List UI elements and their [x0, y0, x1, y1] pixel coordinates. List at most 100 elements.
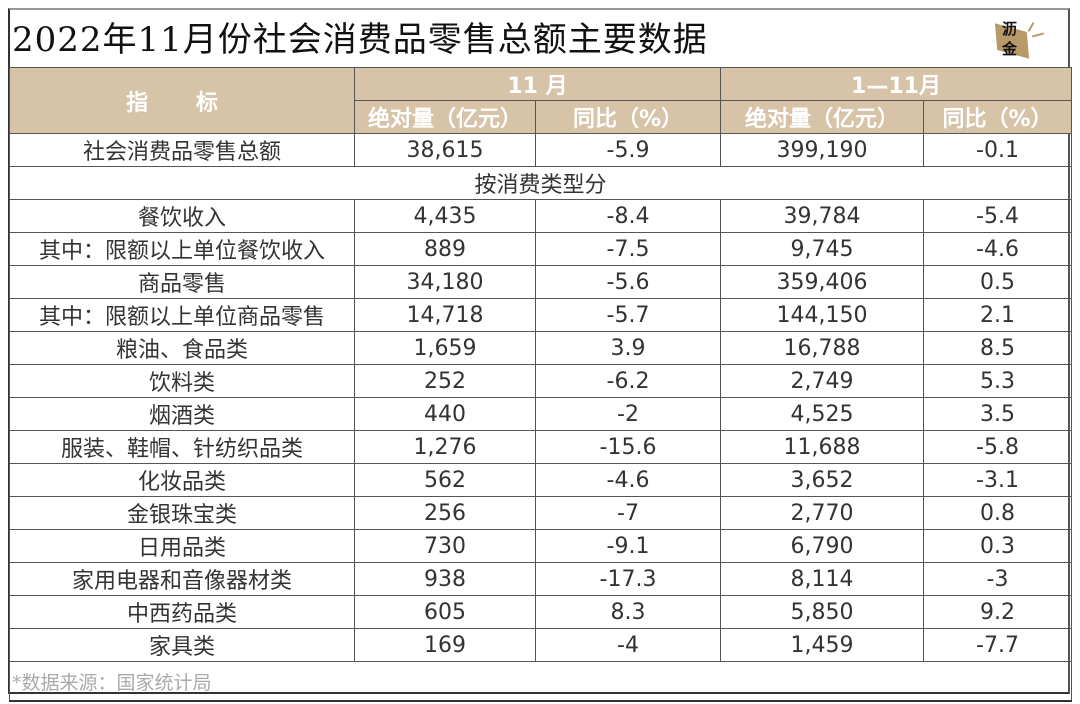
ytd-abs: 3,652 — [720, 463, 924, 497]
month-yoy: -6.2 — [535, 364, 721, 398]
month-abs: 938 — [354, 562, 536, 596]
month-yoy: 8.3 — [535, 595, 721, 629]
month-abs: 730 — [354, 529, 536, 563]
table-row: 中西药品类 605 8.3 5,850 9.2 — [9, 595, 1072, 629]
row-name: 化妆品类 — [9, 463, 355, 497]
ytd-abs: 8,114 — [720, 562, 924, 596]
ytd-abs: 1,459 — [720, 628, 924, 662]
brand-logo: 沥 金 — [992, 14, 1048, 62]
table-row: 粮油、食品类 1,659 3.9 16,788 8.5 — [9, 331, 1072, 365]
row-name: 金银珠宝类 — [9, 496, 355, 530]
retail-sales-table: 指 标 11 月 1—11月 绝对量（亿元） 同比（%） 绝对量（亿元） 同比（… — [9, 67, 1072, 702]
footnote-row: *数据来源：国家统计局 — [9, 661, 1072, 702]
month-abs: 605 — [354, 595, 536, 629]
ytd-yoy: -3.1 — [923, 463, 1072, 497]
month-abs: 252 — [354, 364, 536, 398]
ytd-yoy: -3 — [923, 562, 1072, 596]
month-abs: 1,276 — [354, 430, 536, 464]
month-yoy: -4 — [535, 628, 721, 662]
table-row: 烟酒类 440 -2 4,525 3.5 — [9, 397, 1072, 431]
ytd-yoy: -7.7 — [923, 628, 1072, 662]
footnote: *数据来源：国家统计局 — [9, 661, 1072, 702]
ytd-yoy: 3.5 — [923, 397, 1072, 431]
row-name: 饮料类 — [9, 364, 355, 398]
month-abs: 14,718 — [354, 298, 536, 332]
row-name: 日用品类 — [9, 529, 355, 563]
month-abs: 256 — [354, 496, 536, 530]
ytd-abs: 6,790 — [720, 529, 924, 563]
month-abs: 34,180 — [354, 265, 536, 299]
row-name: 家用电器和音像器材类 — [9, 562, 355, 596]
ytd-yoy: -4.6 — [923, 232, 1072, 266]
table-row: 餐饮收入 4,435 -8.4 39,784 -5.4 — [9, 199, 1072, 233]
header-month-yoy: 同比（%） — [535, 100, 721, 134]
page-title: 2022年11月份社会消费品零售总额主要数据 — [12, 20, 708, 60]
table-row: 其中：限额以上单位餐饮收入 889 -7.5 9,745 -4.6 — [9, 232, 1072, 266]
section-row: 按消费类型分 — [9, 166, 1072, 200]
month-yoy: -8.4 — [535, 199, 721, 233]
row-name: 其中：限额以上单位商品零售 — [9, 298, 355, 332]
section-label: 按消费类型分 — [9, 166, 1072, 200]
table-row-total: 社会消费品零售总额 38,615 -5.9 399,190 -0.1 — [9, 133, 1072, 167]
row-name: 中西药品类 — [9, 595, 355, 629]
header-ytd-group: 1—11月 — [720, 67, 1072, 101]
month-abs: 889 — [354, 232, 536, 266]
month-abs: 4,435 — [354, 199, 536, 233]
ytd-yoy: 0.3 — [923, 529, 1072, 563]
ytd-yoy: 8.5 — [923, 331, 1072, 365]
ytd-abs: 4,525 — [720, 397, 924, 431]
month-yoy: -15.6 — [535, 430, 721, 464]
month-abs: 562 — [354, 463, 536, 497]
ytd-abs: 5,850 — [720, 595, 924, 629]
table-row: 商品零售 34,180 -5.6 359,406 0.5 — [9, 265, 1072, 299]
ytd-yoy: -0.1 — [923, 133, 1072, 167]
row-name: 餐饮收入 — [9, 199, 355, 233]
ytd-yoy: -5.4 — [923, 199, 1072, 233]
row-name: 家具类 — [9, 628, 355, 662]
logo-text-1: 沥 — [1002, 20, 1018, 38]
header-ytd-abs: 绝对量（亿元） — [720, 100, 924, 134]
month-yoy: -5.9 — [535, 133, 721, 167]
ytd-abs: 144,150 — [720, 298, 924, 332]
header-ytd-yoy: 同比（%） — [923, 100, 1072, 134]
table-row: 家用电器和音像器材类 938 -17.3 8,114 -3 — [9, 562, 1072, 596]
table-row: 服装、鞋帽、针纺织品类 1,276 -15.6 11,688 -5.8 — [9, 430, 1072, 464]
table-row: 饮料类 252 -6.2 2,749 5.3 — [9, 364, 1072, 398]
ytd-yoy: -5.8 — [923, 430, 1072, 464]
table-row: 家具类 169 -4 1,459 -7.7 — [9, 628, 1072, 662]
month-yoy: -7.5 — [535, 232, 721, 266]
month-yoy: -17.3 — [535, 562, 721, 596]
header-month-abs: 绝对量（亿元） — [354, 100, 536, 134]
month-yoy: -9.1 — [535, 529, 721, 563]
logo-ray-icon — [1027, 22, 1035, 32]
month-abs: 38,615 — [354, 133, 536, 167]
month-yoy: -7 — [535, 496, 721, 530]
row-name: 烟酒类 — [9, 397, 355, 431]
month-yoy: -5.7 — [535, 298, 721, 332]
ytd-yoy: 0.5 — [923, 265, 1072, 299]
ytd-abs: 39,784 — [720, 199, 924, 233]
month-abs: 169 — [354, 628, 536, 662]
row-name: 商品零售 — [9, 265, 355, 299]
row-name: 其中：限额以上单位餐饮收入 — [9, 232, 355, 266]
month-abs: 440 — [354, 397, 536, 431]
row-name: 粮油、食品类 — [9, 331, 355, 365]
ytd-yoy: 2.1 — [923, 298, 1072, 332]
header-indicator: 指 标 — [9, 67, 355, 134]
logo-ray-icon — [1031, 32, 1045, 38]
table-row: 化妆品类 562 -4.6 3,652 -3.1 — [9, 463, 1072, 497]
ytd-abs: 9,745 — [720, 232, 924, 266]
month-yoy: -5.6 — [535, 265, 721, 299]
ytd-abs: 2,770 — [720, 496, 924, 530]
month-yoy: -2 — [535, 397, 721, 431]
ytd-yoy: 5.3 — [923, 364, 1072, 398]
month-yoy: 3.9 — [535, 331, 721, 365]
ytd-yoy: 0.8 — [923, 496, 1072, 530]
month-abs: 1,659 — [354, 331, 536, 365]
header-month-group: 11 月 — [354, 67, 721, 101]
ytd-abs: 359,406 — [720, 265, 924, 299]
ytd-abs: 11,688 — [720, 430, 924, 464]
logo-text-2: 金 — [1002, 40, 1018, 58]
ytd-abs: 2,749 — [720, 364, 924, 398]
table-row: 其中：限额以上单位商品零售 14,718 -5.7 144,150 2.1 — [9, 298, 1072, 332]
